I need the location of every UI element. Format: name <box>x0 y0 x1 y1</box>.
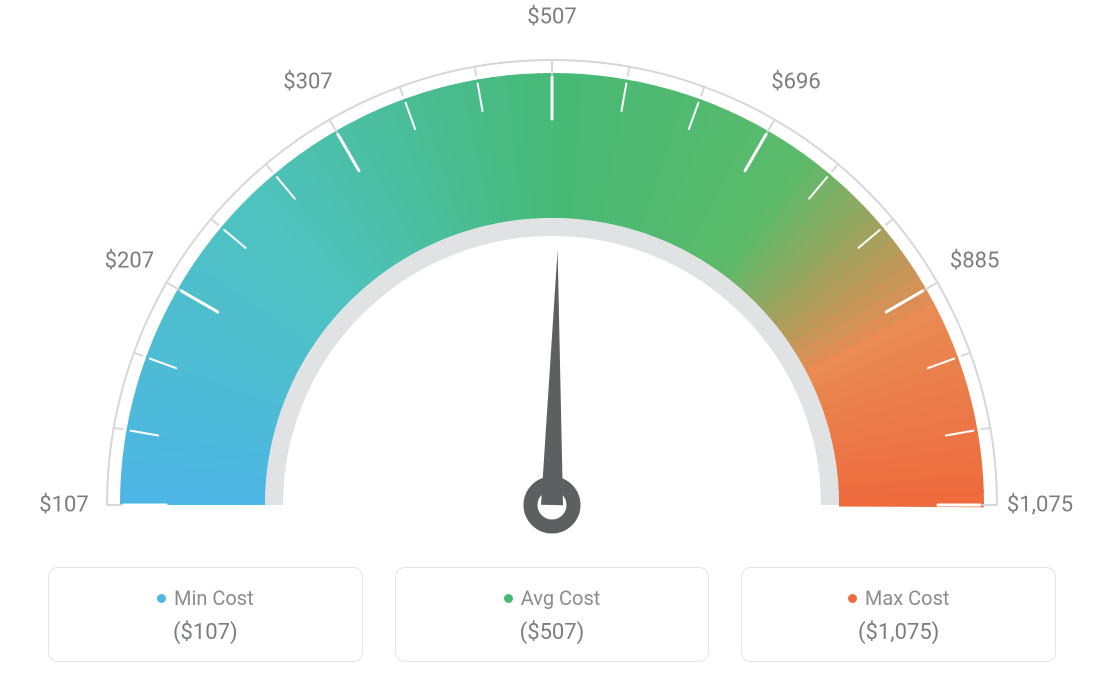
gauge-tick-label: $1,075 <box>1007 493 1073 518</box>
gauge-chart: $107 $207 $307 $507 $696 $885 $1,075 <box>0 0 1104 560</box>
gauge-tick-label: $307 <box>283 70 332 95</box>
legend-value-max: ($1,075) <box>752 620 1045 645</box>
gauge-tick-label: $507 <box>527 5 576 30</box>
legend-value-avg: ($507) <box>406 620 699 645</box>
legend-label: Avg Cost <box>521 586 601 610</box>
gauge-svg <box>0 0 1104 560</box>
dot-icon <box>848 594 857 603</box>
legend-title-avg: Avg Cost <box>504 586 601 610</box>
legend-card-max: Max Cost ($1,075) <box>741 567 1056 662</box>
legend-label: Max Cost <box>865 586 950 610</box>
gauge-tick-label: $696 <box>771 70 820 95</box>
legend-card-avg: Avg Cost ($507) <box>395 567 710 662</box>
legend-row: Min Cost ($107) Avg Cost ($507) Max Cost… <box>48 567 1056 662</box>
legend-value-min: ($107) <box>59 620 352 645</box>
legend-label: Min Cost <box>174 586 254 610</box>
dot-icon <box>157 594 166 603</box>
gauge-tick-label: $207 <box>105 248 154 273</box>
legend-card-min: Min Cost ($107) <box>48 567 363 662</box>
dot-icon <box>504 594 513 603</box>
legend-title-min: Min Cost <box>157 586 254 610</box>
legend-title-max: Max Cost <box>848 586 950 610</box>
gauge-tick-label: $107 <box>39 493 88 518</box>
gauge-tick-label: $885 <box>950 248 999 273</box>
